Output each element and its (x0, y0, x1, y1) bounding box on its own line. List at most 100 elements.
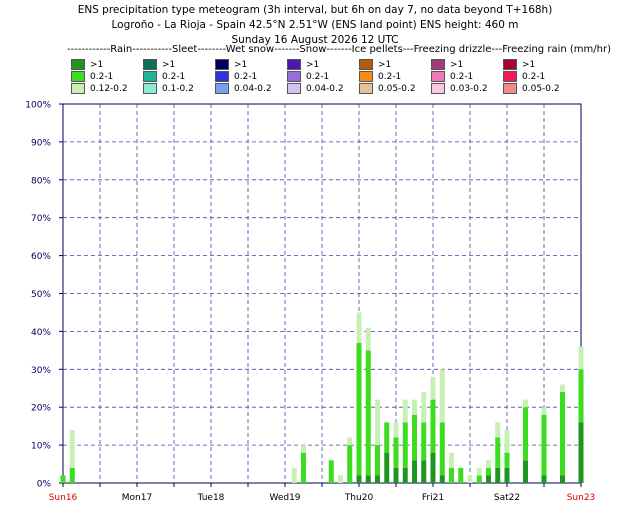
bar-segment-moderate (578, 369, 584, 423)
y-tick-label: 80% (31, 176, 51, 186)
bar-segment-moderate (476, 475, 482, 483)
bar-segment-heavy (375, 475, 380, 483)
x-tick-label: Thu20 (344, 493, 374, 503)
bar-segment-moderate (402, 422, 408, 468)
legend-swatch (71, 83, 85, 94)
legend-label: 0.2-1 (162, 72, 186, 82)
bar-segment-moderate (393, 437, 399, 468)
bar-segment-light (365, 327, 371, 351)
bar-segment-moderate (560, 392, 565, 476)
legend-swatch (503, 83, 517, 94)
legend-header: ------------Rain-----------Sleet--------… (67, 44, 611, 55)
legend-label: 0.2-1 (450, 72, 474, 82)
legend-swatch (431, 59, 445, 70)
bar-segment-moderate (356, 342, 362, 476)
bar-segment-heavy (421, 460, 427, 483)
bar-segment-light (495, 422, 501, 438)
chart-location: Logroño - La Rioja - Spain 42.5°N 2.51°W… (111, 19, 519, 31)
x-tick-label: Sun23 (567, 493, 596, 503)
bar-segment-light (541, 407, 547, 415)
legend-swatch (215, 59, 229, 70)
bar-segment-heavy (365, 475, 371, 483)
bar-segment-moderate (375, 445, 380, 476)
y-tick-label: 10% (31, 442, 51, 452)
legend-label: 0.2-1 (306, 72, 330, 82)
bar-segment-light (421, 392, 427, 423)
bar-segment-heavy (578, 422, 584, 483)
y-tick-label: 70% (31, 214, 51, 224)
legend-swatch (143, 83, 157, 94)
x-tick-label: Tue18 (197, 493, 225, 503)
legend-label: 0.03-0.2 (450, 84, 488, 94)
bar-segment-light (523, 399, 528, 408)
bar-segment-moderate (347, 445, 353, 483)
bar-segment-heavy (430, 452, 436, 483)
bar-segment-heavy (402, 467, 408, 483)
bar-segment-moderate (412, 414, 417, 461)
bar-segment-moderate (458, 467, 464, 483)
legend-label: 0.2-1 (522, 72, 546, 82)
legend-label: 0.04-0.2 (306, 84, 344, 94)
bar-segment-heavy (384, 452, 390, 483)
y-tick-label: 30% (31, 366, 51, 376)
chart-run-date: Sunday 16 August 2026 12 UTC (231, 34, 399, 46)
legend-swatch (71, 59, 85, 70)
bar-segment-light (560, 384, 565, 393)
legend-swatch (143, 71, 157, 82)
x-tick-label: Sun16 (49, 493, 78, 503)
bar-segment-heavy (523, 460, 528, 483)
x-tick-label: Sat22 (494, 493, 520, 503)
bar-segment-heavy (560, 475, 565, 483)
legend-swatch (431, 71, 445, 82)
bar-segment-moderate (384, 422, 390, 453)
bar-segment-moderate (439, 422, 445, 476)
y-tick-label: 90% (31, 138, 51, 148)
legend-label: 0.2-1 (234, 72, 258, 82)
bar-segment-moderate (421, 422, 427, 461)
y-tick-label: 100% (25, 101, 51, 111)
y-tick-label: 40% (31, 328, 51, 338)
legend-swatch (71, 71, 85, 82)
bar-segment-moderate (449, 467, 454, 483)
y-tick-label: 20% (31, 404, 51, 414)
bar-segment-light (347, 437, 353, 446)
bar-segment-light (69, 429, 75, 468)
legend-swatch (143, 59, 157, 70)
bar-segment-light (375, 399, 380, 446)
bar-segment-moderate (541, 414, 547, 476)
bar-segment-light (291, 467, 297, 483)
bar-segment-light (476, 467, 482, 476)
legend-swatch (359, 59, 373, 70)
x-tick-label: Wed19 (269, 493, 300, 503)
bar-segment-moderate (523, 407, 528, 461)
bar-segment-light (393, 422, 399, 438)
bar-segment-light (301, 445, 306, 453)
x-tick-label: Fri21 (422, 493, 444, 503)
bar-segment-light (486, 460, 491, 468)
legend-label: 0.1-0.2 (162, 84, 194, 94)
bar-segment-light (439, 369, 445, 423)
legend-label: >1 (162, 60, 176, 70)
bar-segment-moderate (365, 350, 371, 476)
legend-swatch (503, 59, 517, 70)
bar-segment-light (356, 312, 362, 343)
bar-segment-moderate (301, 452, 306, 483)
legend-swatch (215, 83, 229, 94)
bar-segment-heavy (495, 467, 501, 483)
legend-swatch (431, 83, 445, 94)
y-tick-label: 0% (37, 480, 52, 490)
bar-segment-light (338, 475, 343, 483)
bar-segment-heavy (504, 467, 510, 483)
bar-segment-moderate (69, 467, 75, 483)
legend-label: >1 (90, 60, 104, 70)
legend-label: >1 (234, 60, 248, 70)
bar-segment-heavy (393, 467, 399, 483)
bar-segment-moderate (486, 467, 491, 476)
legend-label: 0.12-0.2 (90, 84, 128, 94)
bar-segment-light (467, 475, 473, 483)
bar-segment-light (412, 399, 417, 415)
bar-segment-light (430, 376, 436, 400)
bar-segment-light (578, 346, 584, 370)
bar-segment-heavy (412, 460, 417, 483)
